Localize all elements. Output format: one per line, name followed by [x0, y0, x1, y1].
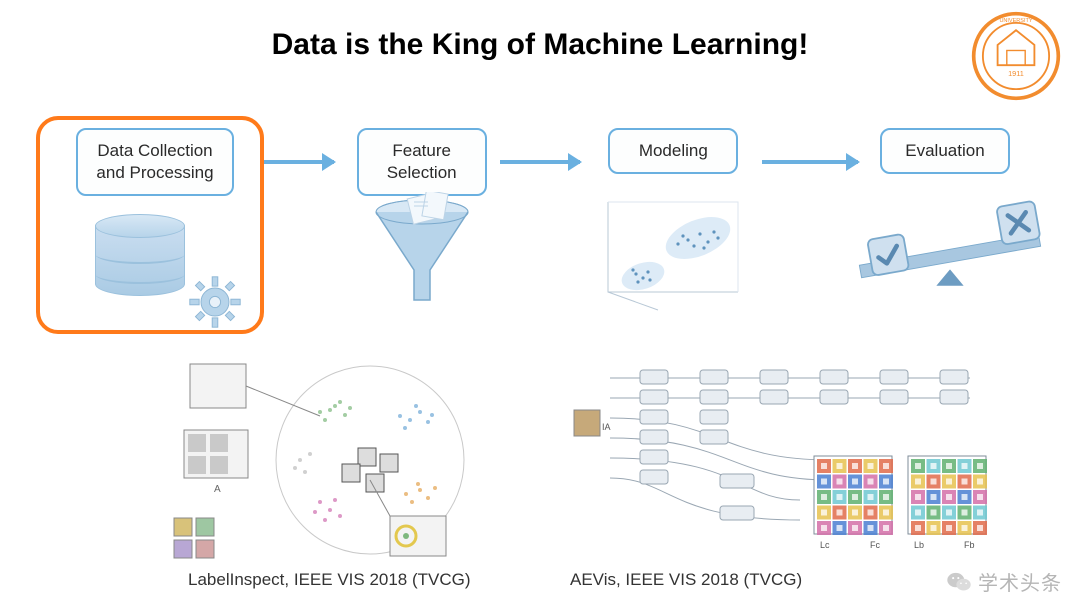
stage-label-3: Modeling	[639, 141, 708, 160]
ml-pipeline: Data Collection and Processing	[50, 128, 1050, 348]
caption-labelinspect: LabelInspect, IEEE VIS 2018 (TVCG)	[188, 570, 471, 590]
stage-data-collection: Data Collection and Processing	[50, 128, 260, 324]
svg-text:1911: 1911	[1008, 69, 1024, 78]
stage-label-4: Evaluation	[905, 141, 984, 160]
slide-title: Data is the King of Machine Learning!	[0, 28, 1080, 62]
stage-label-2: Feature Selection	[387, 141, 457, 182]
svg-text:Fc: Fc	[870, 540, 880, 550]
seesaw-icon	[850, 178, 1040, 288]
highlight-frame	[36, 116, 264, 334]
watermark: 学术头条	[946, 567, 1062, 596]
svg-text:A: A	[214, 484, 221, 495]
arrow-2	[500, 160, 580, 164]
arrow-1	[264, 160, 334, 164]
subfigure-labelinspect: A	[170, 360, 510, 560]
subfigure-aevis: IA Lc Fc Lb Fb	[570, 360, 990, 560]
stage-feature-selection: Feature Selection	[337, 128, 507, 312]
svg-text:Lc: Lc	[820, 540, 830, 550]
svg-text:Fb: Fb	[964, 540, 975, 550]
watermark-text: 学术头条	[978, 567, 1062, 596]
funnel-icon	[362, 192, 482, 312]
stage-box-2: Feature Selection	[357, 128, 487, 196]
stage-box-4: Evaluation	[880, 128, 1010, 174]
svg-text:IA: IA	[602, 422, 611, 432]
stage-box-3: Modeling	[608, 128, 738, 174]
svg-text:UNIVERSITY: UNIVERSITY	[999, 18, 1032, 24]
stage-modeling: Modeling	[583, 128, 763, 302]
university-logo: 1911 UNIVERSITY	[970, 10, 1062, 102]
wechat-icon	[946, 569, 972, 595]
svg-text:Lb: Lb	[914, 540, 924, 550]
scatter-3d-icon	[588, 192, 758, 302]
caption-aevis: AEVis, IEEE VIS 2018 (TVCG)	[570, 570, 802, 590]
stage-evaluation: Evaluation	[840, 128, 1050, 288]
